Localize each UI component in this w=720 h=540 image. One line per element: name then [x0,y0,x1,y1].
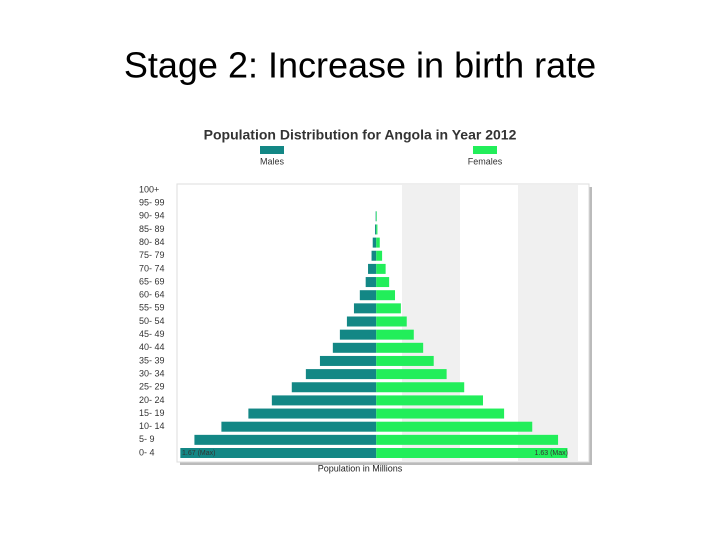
y-tick-label: 45- 49 [139,329,165,339]
bar [376,395,483,406]
bar [376,342,424,353]
bar [376,434,559,445]
bar [372,237,377,248]
y-tick-label: 90- 94 [139,211,165,221]
bar [376,290,396,301]
bar [376,448,568,458]
bar [291,382,377,393]
bar [368,263,377,274]
annotation: 1.63 (Max) [535,450,568,457]
y-tick-label: 35- 39 [139,355,165,365]
y-tick-label: 100+ [139,184,159,194]
slide-title: Stage 2: Increase in birth rate [124,45,596,86]
y-tick-label: 75- 79 [139,250,165,260]
y-tick-label: 20- 24 [139,395,165,405]
bar [271,395,377,406]
x-axis-label: Population in Millions [318,463,403,473]
y-tick-label: 55- 59 [139,303,165,313]
bar [248,408,377,419]
bar [376,303,401,314]
bar [376,250,383,261]
legend-swatch [473,146,497,154]
y-tick-label: 70- 74 [139,263,165,273]
bar [221,421,377,432]
background-band [402,185,460,461]
bar [319,355,377,366]
y-tick-label: 0- 4 [139,447,155,457]
legend-label: Males [260,156,285,166]
y-tick-label: 65- 69 [139,276,165,286]
bar [376,382,465,393]
bar [376,263,386,274]
y-tick-label: 85- 89 [139,224,165,234]
bar [194,434,377,445]
bar [376,421,533,432]
y-tick-label: 50- 54 [139,316,165,326]
bar [376,277,390,288]
y-tick-label: 10- 14 [139,421,165,431]
background-band [518,185,578,461]
bar [376,408,505,419]
y-tick-label: 30- 34 [139,368,165,378]
bar [346,316,377,327]
bar [375,211,377,222]
y-tick-label: 80- 84 [139,237,165,247]
bar [376,329,414,340]
bar [376,369,447,380]
bar [376,211,377,222]
legend-label: Females [468,156,503,166]
bar [376,316,407,327]
bar [353,303,377,314]
bar [376,237,380,248]
chart-title: Population Distribution for Angola in Ye… [204,127,517,143]
y-tick-label: 15- 19 [139,408,165,418]
bar [332,342,377,353]
y-tick-label: 40- 44 [139,342,165,352]
bar [365,277,377,288]
bar [376,224,378,235]
bar [339,329,377,340]
y-tick-label: 25- 29 [139,382,165,392]
annotation: 1.67 (Max) [182,450,215,457]
bar [180,448,377,458]
y-tick-label: 95- 99 [139,198,165,208]
legend-swatch [260,146,284,154]
bar [375,224,377,235]
y-tick-label: 60- 64 [139,290,165,300]
bar [371,250,377,261]
bar [359,290,377,301]
bar [305,369,377,380]
bar [376,355,434,366]
y-tick-label: 5- 9 [139,434,155,444]
